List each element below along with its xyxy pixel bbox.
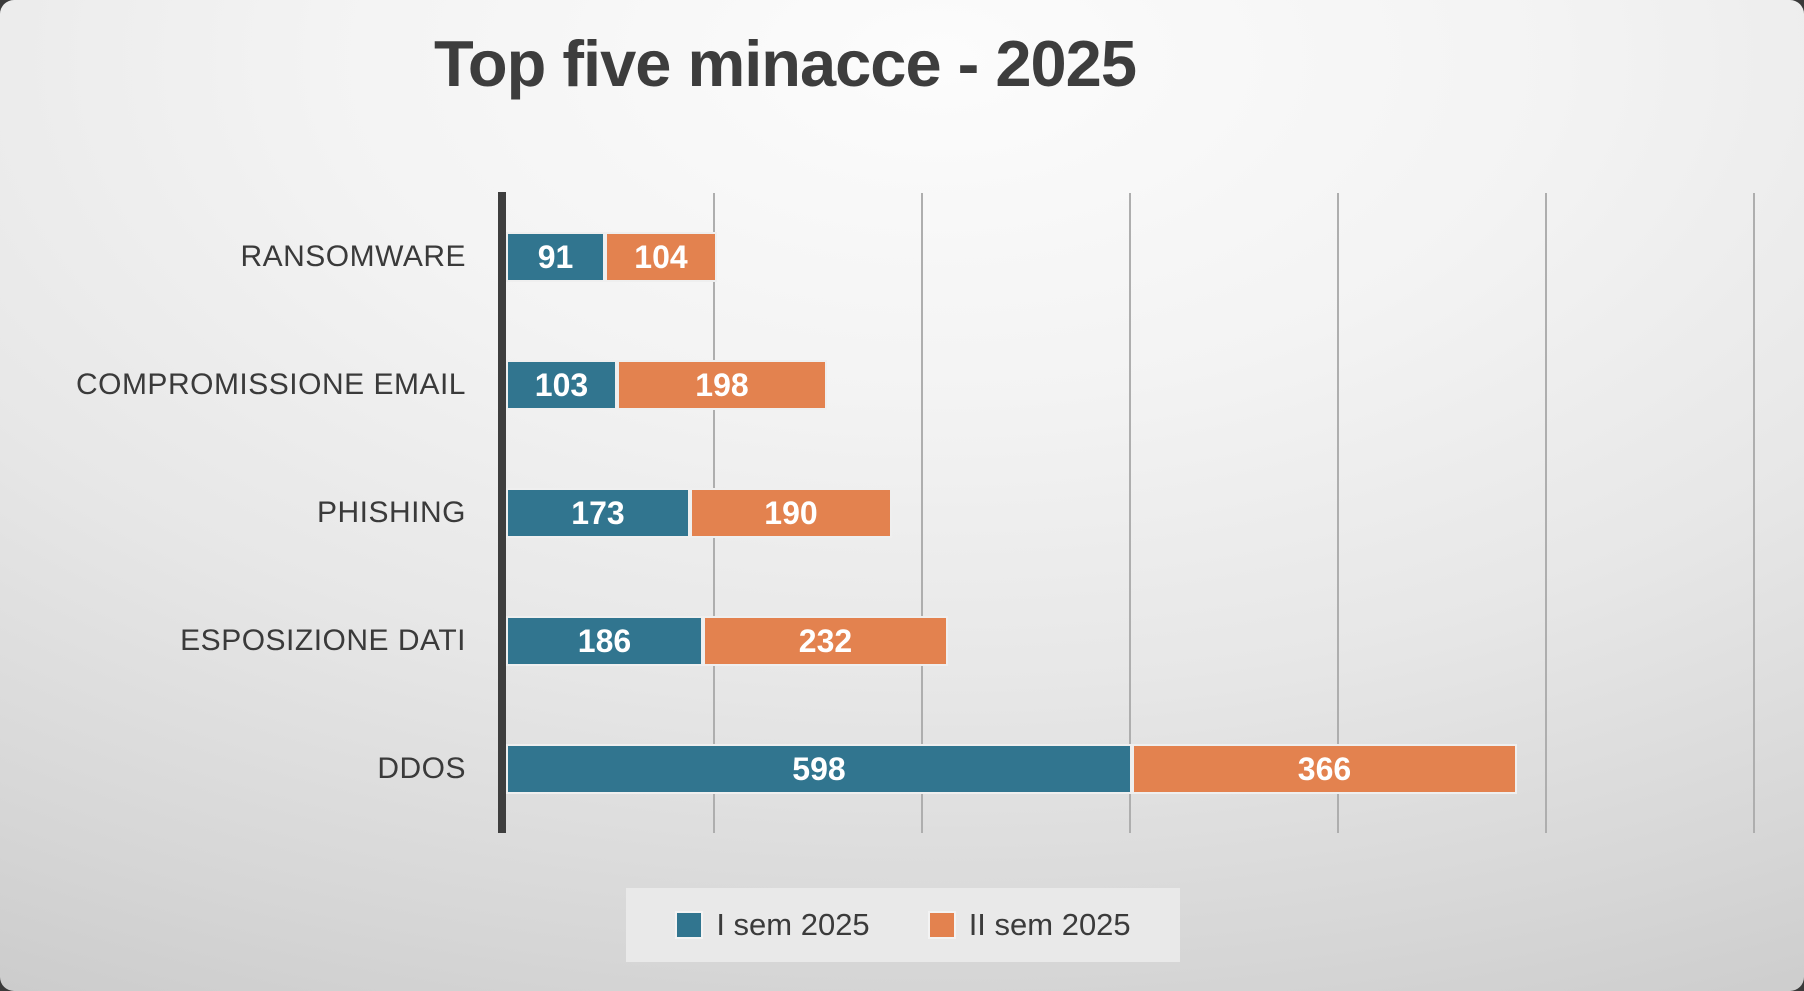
bar-value-label: 198 xyxy=(695,366,749,403)
bar-value-label: 104 xyxy=(634,238,688,275)
bar-segment-series2[interactable]: 232 xyxy=(703,616,948,666)
category-label: ESPOSIZIONE DATI xyxy=(180,624,466,657)
category-label: PHISHING xyxy=(316,496,466,529)
bar-value-label: 91 xyxy=(537,238,574,275)
bar-group: 186 232 xyxy=(506,616,948,666)
chart-row: DDOS 598 366 xyxy=(0,705,1804,833)
category-label: COMPROMISSIONE EMAIL xyxy=(75,368,466,401)
bar-value-label: 186 xyxy=(577,622,632,659)
category-label: DDOS xyxy=(377,752,466,785)
bar-segment-series1[interactable]: 173 xyxy=(506,488,690,538)
bar-value-label: 366 xyxy=(1297,750,1352,787)
bar-rows-container: RANSOMWARE 91 104 COMPROMISSIONE EMAIL 103 19… xyxy=(0,193,1804,833)
bar-segment-series2[interactable]: 366 xyxy=(1132,744,1517,794)
bar-group: 103 198 xyxy=(506,360,827,410)
bar-segment-series2[interactable]: 190 xyxy=(690,488,892,538)
bar-value-label: 190 xyxy=(764,494,818,531)
y-axis-line xyxy=(498,192,506,833)
bar-group: 173 190 xyxy=(506,488,892,538)
bar-segment-series1[interactable]: 103 xyxy=(506,360,617,410)
bar-segment-series2[interactable]: 104 xyxy=(605,232,717,282)
legend-swatch-icon xyxy=(675,911,704,939)
chart-title: Top five minacce - 2025 xyxy=(434,27,1137,100)
chart-row: RANSOMWARE 91 104 xyxy=(0,193,1804,321)
category-label: RANSOMWARE xyxy=(240,240,466,273)
bar-value-label: 598 xyxy=(792,750,846,787)
bar-group: 598 366 xyxy=(506,744,1517,794)
bar-segment-series1[interactable]: 91 xyxy=(506,232,605,282)
legend-item-series1[interactable]: I sem 2025 xyxy=(675,907,870,943)
bar-segment-series1[interactable]: 186 xyxy=(506,616,703,666)
chart-row: COMPROMISSIONE EMAIL 103 198 xyxy=(0,321,1804,449)
bar-segment-series2[interactable]: 198 xyxy=(617,360,827,410)
bar-group: 91 104 xyxy=(506,232,717,282)
legend: I sem 2025 II sem 2025 xyxy=(626,888,1180,962)
bar-segment-series1[interactable]: 598 xyxy=(506,744,1132,794)
legend-label: II sem 2025 xyxy=(968,907,1131,942)
chart-row: ESPOSIZIONE DATI 186 232 xyxy=(0,577,1804,705)
legend-swatch-icon xyxy=(927,911,956,939)
bar-value-label: 232 xyxy=(798,622,853,659)
legend-label: I sem 2025 xyxy=(716,907,870,942)
bar-value-label: 103 xyxy=(534,366,589,403)
bar-value-label: 173 xyxy=(571,494,625,531)
chart-row: PHISHING 173 190 xyxy=(0,449,1804,577)
legend-item-series2[interactable]: II sem 2025 xyxy=(927,907,1131,943)
